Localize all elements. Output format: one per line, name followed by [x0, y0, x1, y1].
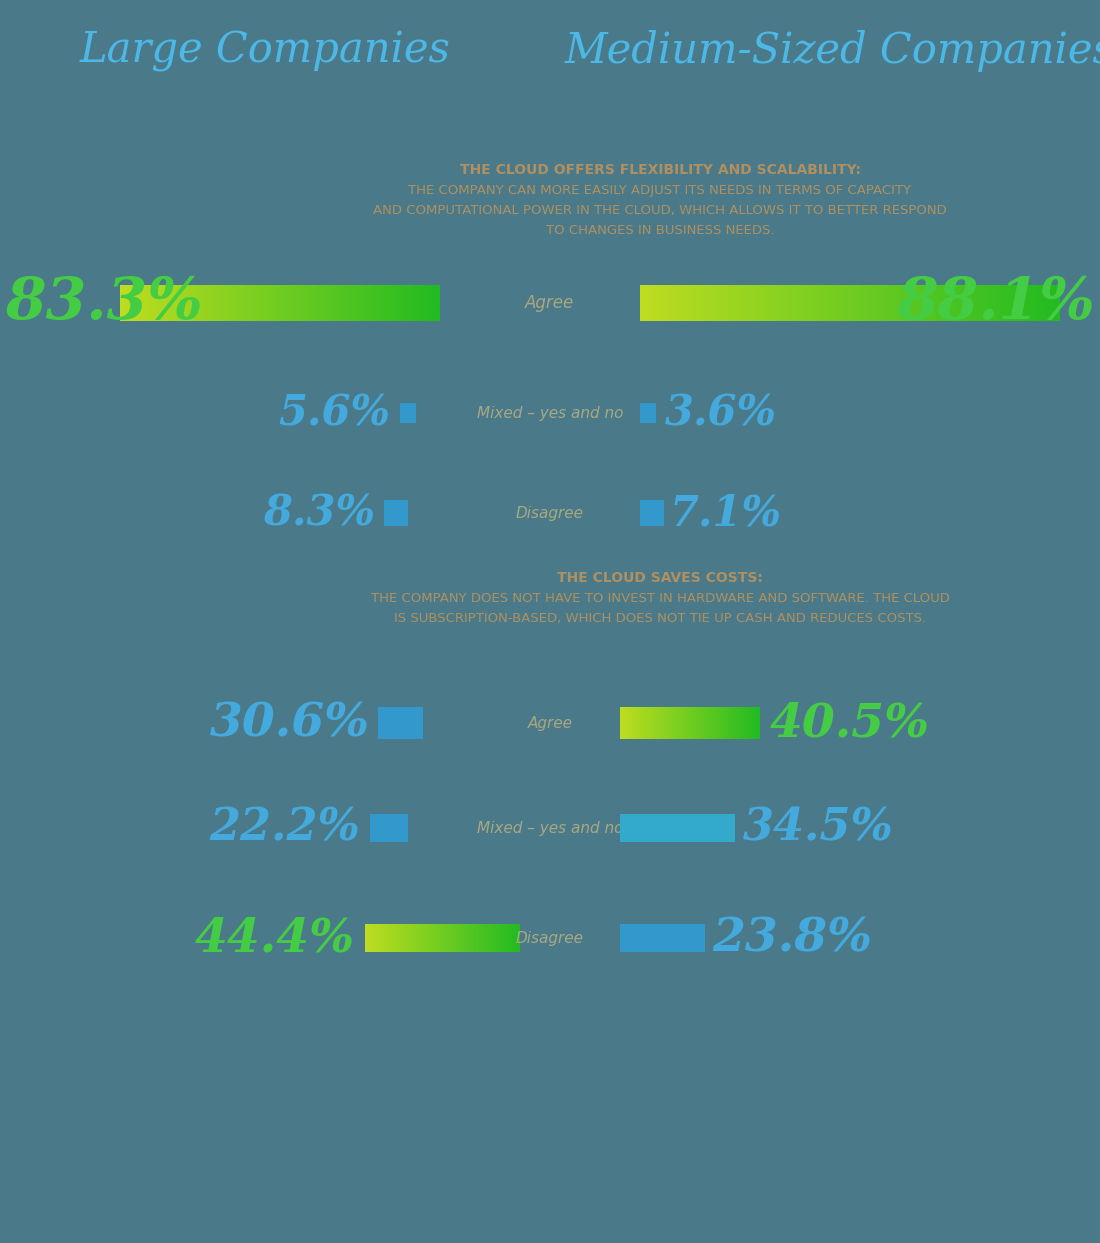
Text: 7.1%: 7.1%	[670, 492, 782, 534]
Text: 88.1%: 88.1%	[898, 275, 1094, 331]
Text: 8.3%: 8.3%	[263, 492, 375, 534]
Bar	[640, 500, 664, 526]
Bar	[620, 924, 705, 952]
Text: 23.8%: 23.8%	[712, 915, 872, 961]
Text: 3.6%: 3.6%	[666, 392, 777, 434]
Bar	[384, 500, 408, 526]
Text: THE CLOUD OFFERS FLEXIBILITY AND SCALABILITY:: THE CLOUD OFFERS FLEXIBILITY AND SCALABI…	[460, 163, 860, 177]
Text: THE COMPANY DOES NOT HAVE TO INVEST IN HARDWARE AND SOFTWARE. THE CLOUD: THE COMPANY DOES NOT HAVE TO INVEST IN H…	[371, 592, 949, 604]
Text: 30.6%: 30.6%	[210, 700, 370, 746]
Text: Agree: Agree	[526, 295, 574, 312]
Text: AND COMPUTATIONAL POWER IN THE CLOUD, WHICH ALLOWS IT TO BETTER RESPOND: AND COMPUTATIONAL POWER IN THE CLOUD, WH…	[373, 204, 947, 216]
Text: 5.6%: 5.6%	[278, 392, 390, 434]
Bar	[370, 814, 408, 842]
Text: Medium-Sized Companies: Medium-Sized Companies	[565, 30, 1100, 72]
Text: 40.5%: 40.5%	[770, 700, 930, 746]
Text: Mixed – yes and no: Mixed – yes and no	[476, 820, 624, 835]
Text: 22.2%: 22.2%	[209, 807, 360, 849]
Text: Large Companies: Large Companies	[79, 30, 450, 72]
Text: IS SUBSCRIPTION-BASED, WHICH DOES NOT TIE UP CASH AND REDUCES COSTS.: IS SUBSCRIPTION-BASED, WHICH DOES NOT TI…	[394, 612, 926, 624]
Text: 44.4%: 44.4%	[195, 915, 355, 961]
Bar	[620, 814, 735, 842]
Text: TO CHANGES IN BUSINESS NEEDS.: TO CHANGES IN BUSINESS NEEDS.	[546, 224, 774, 236]
Text: 83.3%: 83.3%	[6, 275, 202, 331]
Text: Mixed – yes and no: Mixed – yes and no	[476, 405, 624, 420]
Text: Disagree: Disagree	[516, 931, 584, 946]
Text: Disagree: Disagree	[516, 506, 584, 521]
Text: THE COMPANY CAN MORE EASILY ADJUST ITS NEEDS IN TERMS OF CAPACITY: THE COMPANY CAN MORE EASILY ADJUST ITS N…	[408, 184, 912, 196]
Text: 34.5%: 34.5%	[742, 807, 893, 849]
Bar	[640, 403, 656, 423]
Text: Agree: Agree	[528, 716, 572, 731]
Bar	[378, 707, 424, 740]
Text: THE CLOUD SAVES COSTS:: THE CLOUD SAVES COSTS:	[557, 571, 763, 585]
Bar	[400, 403, 416, 423]
